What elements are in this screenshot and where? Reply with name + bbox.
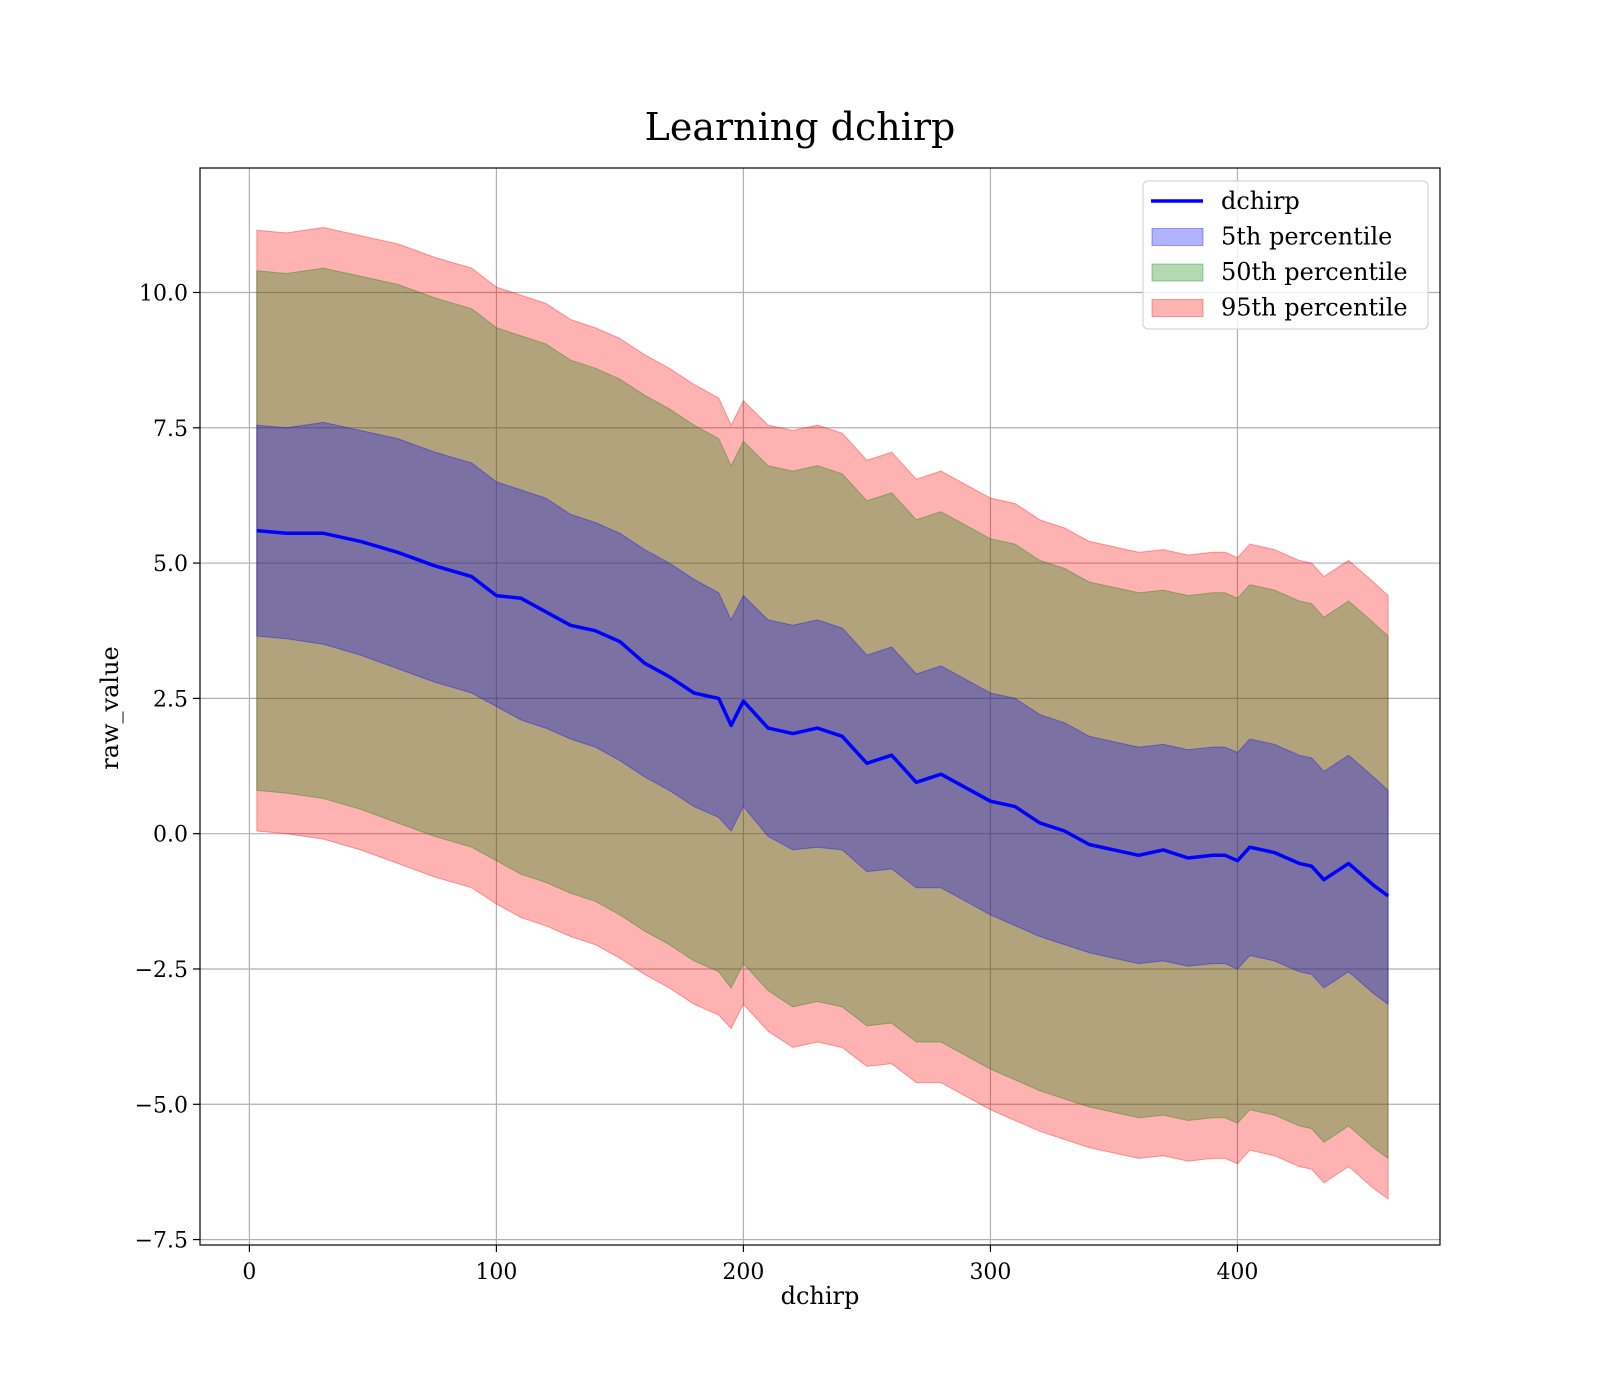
legend-label: dchirp <box>1221 187 1300 215</box>
x-axis-label: dchirp <box>781 1282 860 1310</box>
chart-title: Learning dchirp <box>645 105 956 149</box>
x-tick-label: 300 <box>969 1260 1011 1285</box>
y-tick-label: −7.5 <box>135 1229 188 1254</box>
x-tick-label: 400 <box>1216 1260 1258 1285</box>
x-tick-label: 200 <box>722 1260 764 1285</box>
y-tick-label: −5.0 <box>135 1093 188 1118</box>
legend-patch-swatch <box>1151 228 1204 246</box>
y-tick-label: 0.0 <box>153 823 188 848</box>
legend-patch-swatch <box>1151 263 1204 282</box>
legend-patch-swatch <box>1151 299 1204 317</box>
plot-frame <box>199 167 1441 1246</box>
y-tick-label: 7.5 <box>153 417 188 442</box>
legend-label: 5th percentile <box>1221 223 1392 251</box>
95th-percentile-band <box>256 226 1389 1200</box>
percentile-bands <box>256 226 1389 1200</box>
dchirp-series-line <box>256 528 1390 898</box>
legend-label: 50th percentile <box>1221 258 1408 286</box>
y-axis-ticks: −7.5 −5.0 −2.5 0.0 2.5 5.0 7.5 10.0 <box>135 281 200 1254</box>
y-tick-label: 5.0 <box>153 552 188 577</box>
y-tick-label: −2.5 <box>135 958 188 983</box>
series-lines <box>256 528 1390 898</box>
grid <box>200 168 1440 1245</box>
50th-percentile-band <box>256 267 1389 1160</box>
x-tick-label: 0 <box>242 1260 256 1285</box>
5th-percentile-band <box>256 421 1389 1006</box>
y-axis-label: raw_value <box>96 646 124 770</box>
legend: dchirp 5th percentile 50th percentile 95th … <box>1142 180 1429 330</box>
x-tick-label: 100 <box>475 1260 517 1285</box>
legend-label: 95th percentile <box>1221 294 1408 322</box>
y-tick-label: 10.0 <box>139 281 188 306</box>
x-axis-ticks: 0 100 200 300 400 <box>242 1245 1258 1285</box>
y-tick-label: 2.5 <box>153 687 188 712</box>
legend-box <box>1142 180 1429 330</box>
plot-area <box>200 168 1440 1245</box>
